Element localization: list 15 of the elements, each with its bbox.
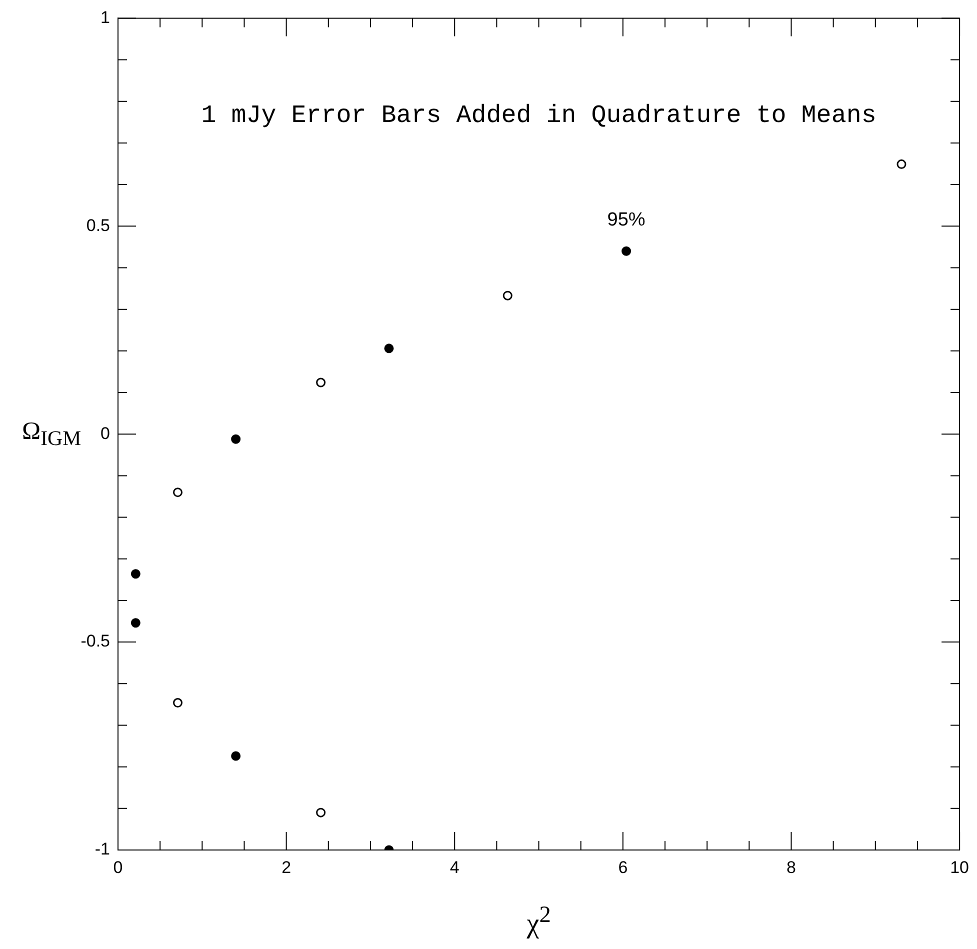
y-tick-label: 0: [100, 424, 110, 443]
y-axis-title: Ω$_{IGM}$: [22, 418, 82, 451]
y-tick-label: 0.5: [86, 216, 110, 235]
x-axis-title: χ$^{2}$: [526, 902, 551, 940]
y-tick-label: -1: [94, 840, 110, 859]
x-tick-label: 6: [618, 858, 628, 877]
x-tick-label: 10: [950, 858, 970, 877]
x-tick-label: 0: [113, 858, 123, 877]
x-tick-label: 4: [450, 858, 460, 877]
text: 1 mJy Error Bars Added in Quadrature to Means: [201, 100, 876, 130]
x-tick-label: 2: [282, 858, 292, 877]
annotation: 95%: [607, 209, 646, 230]
y-tick-label: -0.5: [80, 632, 110, 651]
x-tick-label: 8: [786, 858, 796, 877]
y-tick-label: 1: [100, 8, 110, 27]
